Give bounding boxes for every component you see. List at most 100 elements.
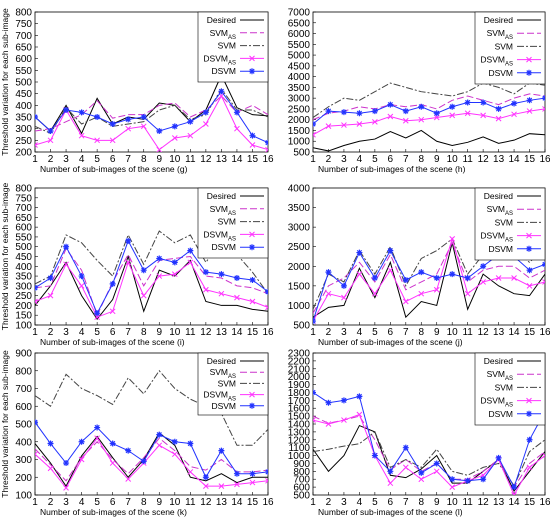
point-dsvm — [340, 109, 347, 116]
point-dsvm_as — [387, 480, 394, 487]
point-dsvm_as — [234, 481, 240, 488]
x-tick-label: 9 — [434, 154, 440, 165]
point-dsvm — [356, 110, 363, 117]
x-axis-label: Number of sub-images of the scene (g) — [40, 164, 188, 174]
point-dsvm_as — [313, 131, 316, 138]
point-dsvm_as — [387, 113, 394, 120]
point-dsvm — [356, 393, 363, 400]
y-tick-label: 250 — [15, 291, 32, 302]
point-dsvm — [464, 477, 471, 484]
series-line-svm_as — [35, 247, 268, 317]
point-dsvm_as — [449, 112, 456, 119]
legend-label-dsvm: DSVM — [211, 401, 236, 411]
series-line-dsvm — [35, 421, 268, 479]
legend-label-svm: SVM — [495, 41, 513, 51]
y-tick-label: 3000 — [288, 94, 311, 105]
series-line-desired — [35, 254, 268, 320]
point-dsvm_as — [35, 298, 38, 305]
point-dsvm — [78, 273, 85, 280]
point-dsvm_as — [78, 132, 85, 139]
point-dsvm_as — [542, 106, 545, 112]
y-tick-label: 2200 — [288, 356, 311, 367]
point-dsvm_as — [449, 484, 456, 490]
y-tick-label: 350 — [15, 113, 32, 124]
point-dsvm_as — [495, 275, 502, 281]
legend-label-desired: Desired — [484, 15, 514, 25]
legend-label-desired: Desired — [207, 15, 237, 25]
x-tick-label: 7 — [125, 327, 131, 338]
point-dsvm_as — [125, 476, 132, 482]
x-tick-label: 12 — [478, 154, 490, 165]
y-tick-label: 500 — [15, 420, 32, 431]
series-line-desired — [35, 432, 268, 488]
point-dsvm_as — [511, 111, 517, 118]
point-dsvm — [433, 275, 440, 282]
point-dsvm_as — [511, 275, 517, 281]
y-tick-label: 4000 — [288, 184, 311, 195]
point-dsvm — [233, 109, 240, 116]
point-dsvm — [526, 97, 533, 104]
point-dsvm_as — [313, 417, 316, 423]
point-dsvm_as — [187, 469, 194, 475]
point-dsvm — [35, 284, 38, 291]
point-dsvm — [63, 107, 70, 113]
point-dsvm_as — [35, 142, 38, 148]
point-dsvm_as — [125, 125, 132, 132]
y-tick-label: 100 — [15, 321, 32, 332]
point-dsvm_as — [203, 121, 209, 127]
point-dsvm_as — [341, 294, 347, 301]
point-dsvm — [464, 275, 471, 282]
point-dsvm — [171, 123, 178, 130]
y-tick-label: 6500 — [288, 18, 311, 29]
y-tick-label: 500 — [293, 491, 310, 502]
x-tick-label: 6 — [388, 327, 394, 338]
point-dsvm — [449, 476, 456, 483]
point-dsvm_as — [156, 146, 163, 152]
x-tick-label: 7 — [403, 154, 409, 165]
point-dsvm — [249, 470, 256, 477]
y-tick-label: 2500 — [288, 104, 311, 115]
y-tick-label: 1500 — [288, 412, 311, 423]
point-dsvm_as — [341, 417, 347, 423]
point-dsvm_as — [402, 117, 409, 124]
series-line-dsvm — [313, 249, 545, 322]
x-tick-label: 12 — [200, 497, 212, 508]
y-tick-label: 650 — [15, 43, 32, 54]
point-dsvm — [325, 108, 332, 115]
legend-marker-dsvm_as — [526, 56, 532, 63]
y-tick-label: 800 — [15, 184, 32, 195]
point-dsvm_as — [542, 452, 545, 459]
point-dsvm — [480, 263, 487, 270]
point-dsvm — [402, 108, 409, 115]
x-tick-label: 11 — [462, 327, 473, 338]
legend-box — [474, 352, 546, 426]
point-dsvm_as — [156, 442, 163, 449]
point-dsvm_as — [249, 298, 256, 305]
series-line-dsvm — [313, 97, 545, 125]
point-dsvm_as — [203, 286, 209, 293]
x-tick-label: 3 — [341, 327, 347, 338]
point-dsvm — [35, 114, 38, 120]
point-dsvm_as — [187, 259, 194, 266]
point-dsvm — [340, 282, 347, 289]
x-tick-label: 6 — [388, 497, 394, 508]
point-dsvm_as — [171, 451, 178, 458]
x-tick-label: 11 — [462, 154, 473, 165]
x-tick-label: 9 — [156, 327, 162, 338]
y-tick-label: 700 — [15, 31, 32, 42]
point-dsvm — [542, 261, 545, 268]
series-line-svm_as — [35, 437, 268, 482]
y-tick-label: 3500 — [288, 203, 311, 214]
x-tick-label: 12 — [200, 327, 212, 338]
legend-box — [197, 352, 269, 416]
x-tick-label: 4 — [79, 327, 85, 338]
point-dsvm — [202, 269, 209, 276]
point-dsvm — [418, 103, 425, 110]
point-dsvm_as — [372, 290, 378, 297]
legend-box — [474, 187, 546, 261]
point-dsvm — [402, 276, 409, 283]
legend-marker-dsvm_as — [249, 391, 255, 398]
point-dsvm — [233, 275, 240, 282]
legend-label-dsvm_as: DSVMAS — [203, 229, 236, 242]
